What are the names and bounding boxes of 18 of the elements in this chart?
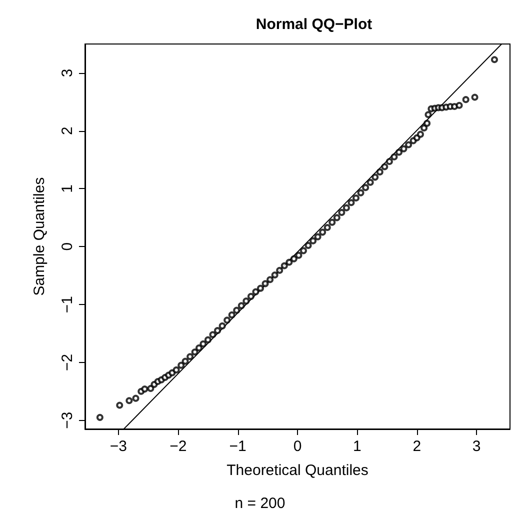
- y-tick-label: −2: [59, 354, 76, 371]
- x-tick-label: 2: [412, 438, 422, 455]
- y-tick-label: −3: [59, 412, 76, 429]
- y-tick-label: 0: [59, 242, 76, 251]
- x-tick-label: 3: [472, 438, 481, 455]
- x-tick-label: 0: [293, 438, 302, 455]
- y-axis-title: Sample Quantiles: [31, 177, 48, 296]
- x-axis-title: Theoretical Quantiles: [226, 462, 368, 479]
- chart-title: Normal QQ−Plot: [256, 16, 372, 33]
- x-tick-label: −3: [110, 438, 127, 455]
- y-tick-label: −1: [59, 296, 76, 314]
- x-tick-label: 1: [353, 438, 362, 455]
- x-tick-label: −2: [170, 438, 187, 455]
- y-tick-label: 2: [59, 126, 76, 136]
- y-tick-label: 1: [59, 184, 76, 193]
- x-tick-label: −1: [229, 438, 246, 455]
- text: n = 200: [234, 495, 286, 512]
- y-tick-label: 3: [59, 68, 76, 78]
